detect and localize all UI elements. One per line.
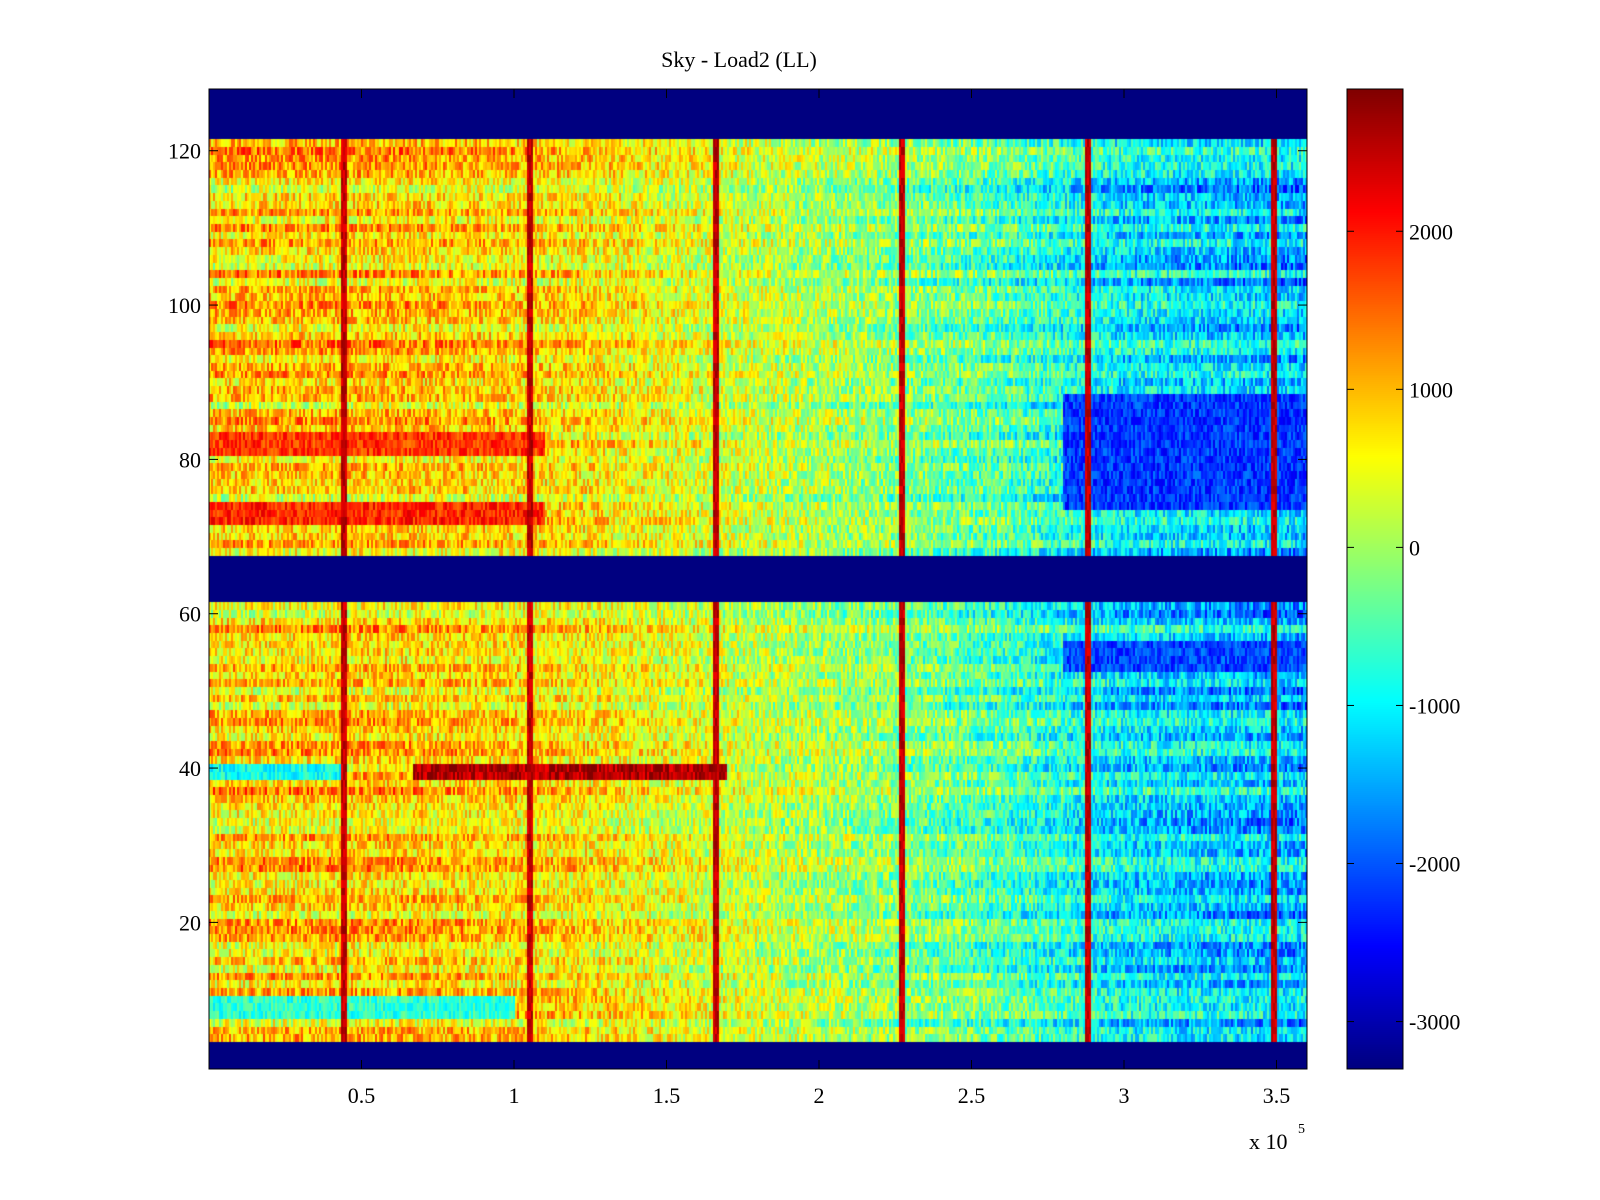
- x-tick-label: 1: [509, 1083, 520, 1108]
- x-tick-label: 1.5: [653, 1083, 681, 1108]
- colorbar-tick-label: -2000: [1409, 852, 1460, 877]
- x-tick-label: 0.5: [348, 1083, 376, 1108]
- x-tick-label: 2.5: [958, 1083, 986, 1108]
- x-tick-label: 3.5: [1263, 1083, 1291, 1108]
- colorbar-tick-label: -1000: [1409, 693, 1460, 718]
- heatmap-plot-area: [208, 88, 1308, 1070]
- colorbar: -3000 -2000 -1000 0 1000 2000: [1346, 88, 1460, 1070]
- colorbar-tick-label: 0: [1409, 535, 1420, 560]
- x-multiplier-exponent: 5: [1298, 1122, 1305, 1137]
- x-axis: 0.5 1 1.5 2 2.5 3 3.5: [348, 89, 1291, 1108]
- heatmap-canvas: [209, 89, 1307, 1069]
- colorbar-tick-label: 1000: [1409, 377, 1453, 402]
- colorbar-tick-label: -3000: [1409, 1010, 1460, 1035]
- y-tick-label: 40: [179, 756, 201, 781]
- y-axis: 20 40 60 80 100 120: [168, 139, 1307, 935]
- y-tick-label: 100: [168, 293, 201, 318]
- y-tick-label: 120: [168, 139, 201, 164]
- x-multiplier-label: x 10: [1249, 1129, 1288, 1154]
- x-tick-label: 3: [1119, 1083, 1130, 1108]
- colorbar-ticks: -3000 -2000 -1000 0 1000 2000: [1347, 219, 1460, 1035]
- y-tick-label: 80: [179, 447, 201, 472]
- x-tick-label: 2: [814, 1083, 825, 1108]
- x-multiplier: x 10 5: [1249, 1122, 1305, 1154]
- y-tick-label: 60: [179, 602, 201, 627]
- colorbar-frame: [1346, 88, 1404, 1070]
- colorbar-tick-label: 2000: [1409, 219, 1453, 244]
- chart-title: Sky - Load2 (LL): [661, 47, 817, 72]
- y-tick-label: 20: [179, 910, 201, 935]
- plot-frame: [208, 88, 1308, 1070]
- colorbar-canvas: [1347, 89, 1403, 1069]
